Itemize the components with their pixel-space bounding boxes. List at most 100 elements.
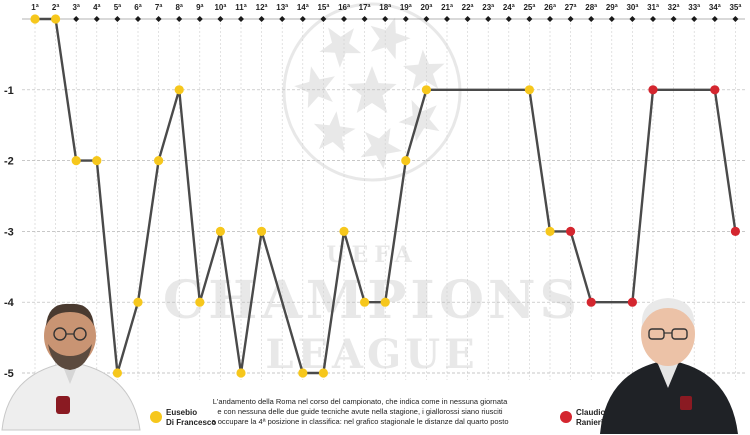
starball-star <box>402 49 445 91</box>
round-marker <box>155 16 162 22</box>
round-marker <box>176 16 183 22</box>
round-marker <box>217 16 224 22</box>
round-label: 7ª <box>155 3 162 12</box>
round-label: 10ª <box>214 3 226 12</box>
legend-ranieri: Claudio Ranieri <box>560 408 605 427</box>
ranieri-photo <box>600 298 738 434</box>
round-marker <box>732 16 739 22</box>
round-label: 21ª <box>441 3 453 12</box>
round-label: 32ª <box>668 3 680 12</box>
round-marker <box>196 16 203 22</box>
round-label: 8ª <box>175 3 182 12</box>
starball-star <box>294 66 335 109</box>
data-point <box>51 14 61 24</box>
round-marker <box>402 16 409 22</box>
round-label: 24ª <box>503 3 515 12</box>
round-marker <box>73 16 80 22</box>
legend-ranieri-last-name: Ranieri <box>576 418 603 427</box>
y-tick-label: -3 <box>4 226 14 238</box>
round-label: 34ª <box>709 3 721 12</box>
data-point <box>92 156 102 166</box>
champions-league-watermark: UEFA CHAMPIONS LEAGUE <box>163 2 581 378</box>
round-label: 35ª <box>729 3 741 12</box>
data-point <box>545 226 555 236</box>
starball-star <box>370 17 411 60</box>
y-tick-label: -2 <box>4 156 14 168</box>
round-marker <box>670 16 677 22</box>
starball-star <box>319 27 362 68</box>
round-marker <box>361 16 368 22</box>
round-label: 22ª <box>462 3 474 12</box>
y-tick-label: -5 <box>4 368 14 380</box>
data-point <box>318 368 328 378</box>
round-label: 4ª <box>93 3 100 12</box>
di-francesco-photo <box>1 303 141 431</box>
data-point <box>524 85 535 95</box>
round-label: 11ª <box>235 3 246 12</box>
data-point <box>236 368 246 378</box>
data-point <box>380 297 390 307</box>
x-axis-round-labels: 1ª 2ª 3ª 4ª 5ª 6ª 7ª 8ª 9ª 10ª 11ª 12ª 13ª 14ª 15ª 16ª 1… <box>31 3 741 12</box>
round-marker <box>114 16 121 22</box>
data-point <box>30 14 40 24</box>
round-label: 2ª <box>52 3 59 12</box>
data-point <box>710 85 720 95</box>
round-marker <box>485 16 492 22</box>
round-label: 16ª <box>338 3 350 12</box>
caption-line-1: L'andamento della Roma nel corso del cam… <box>213 397 508 406</box>
data-point <box>566 226 576 236</box>
round-label: 3ª <box>72 3 79 12</box>
caption-line-3: a occupare la 4ª posizione in classifica… <box>211 417 508 426</box>
round-label: 19ª <box>400 3 412 12</box>
starball-star <box>313 111 356 153</box>
round-marker <box>238 16 244 22</box>
y-tick-label: -4 <box>4 297 15 309</box>
round-marker <box>464 16 471 22</box>
round-label: 9ª <box>196 3 203 12</box>
round-marker <box>279 16 286 22</box>
round-marker <box>691 16 698 22</box>
data-point <box>586 297 596 307</box>
data-point <box>133 297 143 307</box>
data-point <box>215 226 225 236</box>
caption: L'andamento della Roma nel corso del cam… <box>211 397 508 426</box>
round-label: 33ª <box>688 3 700 12</box>
data-point <box>298 368 308 378</box>
round-marker <box>320 16 327 22</box>
data-point <box>71 156 81 166</box>
data-point <box>195 297 205 307</box>
data-point <box>401 156 411 166</box>
round-label: 28ª <box>585 3 597 12</box>
round-label: 30ª <box>626 3 638 12</box>
round-marker <box>93 16 100 22</box>
caption-line-2: e con nessuna delle due guide tecniche a… <box>217 407 503 416</box>
round-marker <box>258 16 265 22</box>
legend-di-francesco-last-name: Di Francesco <box>166 418 216 427</box>
watermark-champions-text: CHAMPIONS <box>163 270 581 331</box>
round-label: 29ª <box>606 3 618 12</box>
round-label: 25ª <box>523 3 535 12</box>
round-label: 31ª <box>647 3 659 12</box>
round-label: 23ª <box>482 3 494 12</box>
round-marker <box>299 16 306 22</box>
legend-di-francesco-swatch <box>150 411 162 423</box>
starball-star <box>360 127 402 170</box>
round-label: 14ª <box>297 3 309 12</box>
round-marker <box>608 16 615 22</box>
data-point <box>648 85 658 95</box>
round-marker <box>650 16 656 22</box>
starball-ring <box>282 2 462 182</box>
data-point <box>360 297 370 307</box>
legend-di-francesco-first-name: Eusebio <box>166 408 197 417</box>
data-point <box>112 368 122 378</box>
round-label: 12ª <box>256 3 268 12</box>
y-axis-labels: -1 -2 -3 -4 -5 <box>4 85 15 380</box>
legend-di-francesco: Eusebio Di Francesco <box>150 408 216 427</box>
starball-star <box>398 99 440 142</box>
data-point <box>730 226 741 236</box>
data-point <box>627 297 638 307</box>
round-marker <box>135 16 141 22</box>
data-point <box>421 85 431 95</box>
round-marker <box>341 16 347 22</box>
legend-ranieri-swatch <box>560 411 572 423</box>
